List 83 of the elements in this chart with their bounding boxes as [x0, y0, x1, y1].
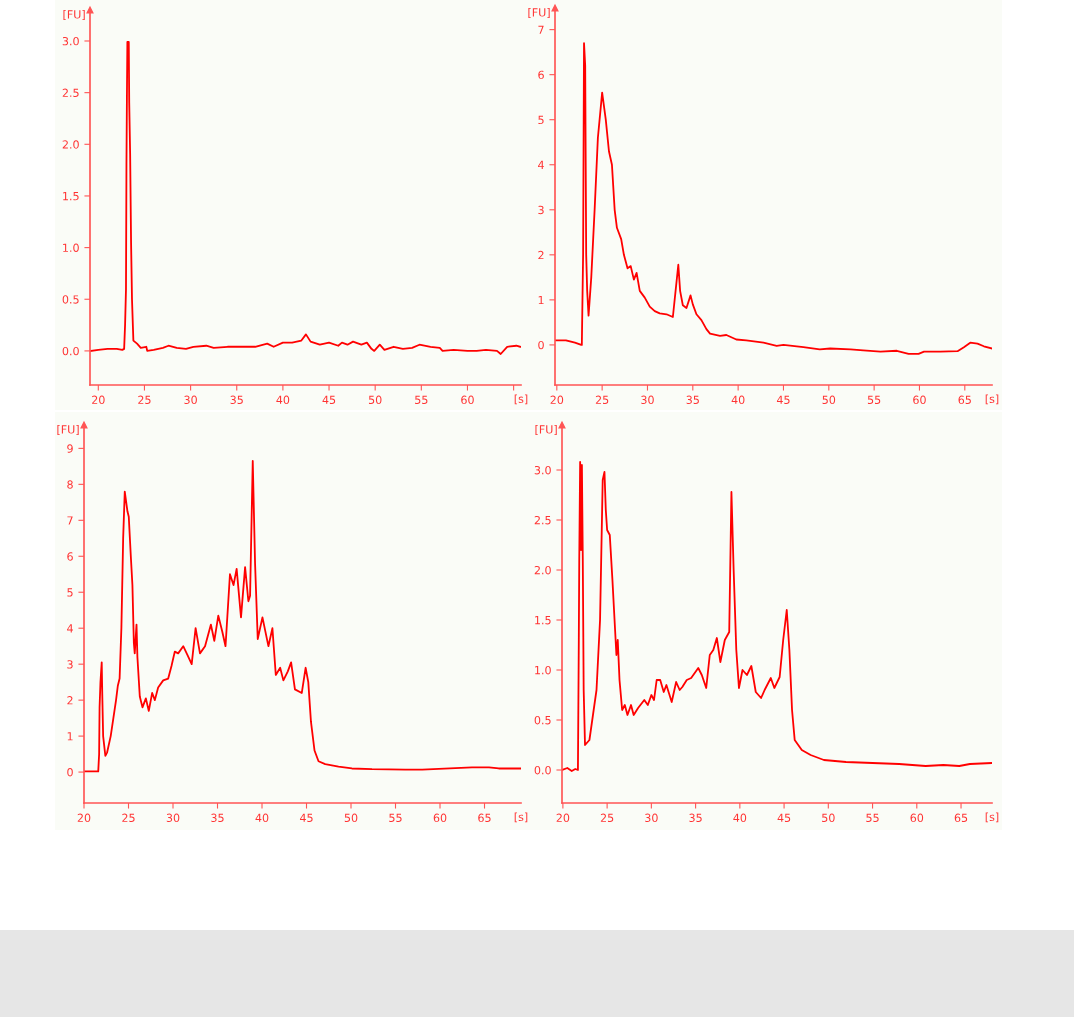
y-tick-label: 6 [67, 552, 73, 561]
y-tick-label: 1.5 [63, 192, 79, 201]
y-tick-label: 3.0 [534, 465, 551, 475]
x-tick-label: 55 [389, 813, 402, 823]
x-tick-label: 25 [600, 813, 614, 823]
y-tick-label: 4 [538, 160, 544, 169]
line-series [90, 41, 521, 355]
y-tick-label: 5 [67, 588, 73, 597]
y-tick-label: 1.0 [63, 243, 79, 252]
x-tick-label: 50 [368, 395, 382, 405]
y-tick-label: 7 [67, 516, 73, 525]
x-tick-label: 35 [689, 813, 702, 823]
x-tick-label: 35 [230, 395, 243, 405]
y-tick-label: 8 [67, 480, 73, 489]
x-tick-label: 40 [733, 813, 747, 823]
x-axis-title: [s] [514, 394, 528, 405]
x-tick-label: 30 [645, 813, 658, 823]
y-tick-label: 0 [67, 768, 73, 777]
x-tick-label: 65 [958, 395, 971, 405]
y-tick-label: 0.5 [534, 715, 551, 725]
y-axis-title: [FU] [535, 425, 557, 435]
y-tick-label: 9 [67, 444, 73, 453]
y-tick-label: 1 [538, 295, 544, 305]
y-axis-title: [FU] [57, 425, 79, 435]
x-tick-label: 20 [77, 813, 91, 823]
y-tick-label: 2.0 [534, 565, 551, 575]
y-tick-label: 1.0 [535, 665, 551, 675]
x-tick-label: 55 [866, 813, 879, 823]
x-tick-label: 25 [122, 813, 135, 823]
x-tick-label: 60 [461, 395, 474, 405]
y-tick-label: 5 [538, 115, 544, 125]
y-tick-label: 0.0 [62, 346, 79, 356]
x-tick-label: 20 [556, 813, 570, 823]
y-tick-label: 2.5 [62, 88, 79, 98]
x-tick-label: 35 [686, 395, 699, 405]
x-tick-label: 40 [276, 395, 290, 405]
x-tick-label: 35 [211, 813, 224, 823]
x-tick-label: 45 [322, 395, 336, 405]
y-tick-label: 4 [67, 624, 73, 633]
y-tick-label: 2 [67, 696, 73, 705]
x-tick-label: 60 [910, 813, 924, 823]
x-tick-label: 20 [92, 395, 105, 405]
x-axis-title: [s] [985, 812, 999, 823]
x-tick-label: 65 [954, 813, 968, 823]
y-tick-label: 3 [538, 205, 544, 215]
x-tick-label: 20 [550, 395, 564, 405]
y-tick-label: 3.0 [62, 36, 79, 46]
x-tick-label: 30 [184, 395, 197, 405]
line-series [555, 42, 992, 355]
x-tick-label: 60 [433, 813, 447, 823]
line-series [84, 460, 521, 773]
x-tick-label: 25 [595, 395, 609, 405]
x-tick-label: 45 [299, 813, 313, 823]
x-tick-label: 60 [913, 395, 926, 405]
y-tick-label: 1.5 [535, 616, 551, 625]
x-tick-label: 45 [776, 395, 790, 405]
y-tick-label: 6 [538, 70, 544, 80]
y-tick-label: 0 [538, 340, 544, 350]
x-tick-label: 55 [867, 395, 881, 405]
line-series [562, 461, 992, 772]
x-tick-label: 45 [777, 813, 791, 823]
x-tick-label: 50 [822, 813, 835, 823]
x-tick-label: 25 [138, 395, 151, 405]
x-axis-title: [s] [985, 394, 999, 405]
x-tick-label: 30 [166, 813, 180, 823]
y-tick-label: 1 [67, 732, 73, 741]
x-tick-label: 50 [344, 813, 358, 823]
x-tick-label: 65 [478, 813, 491, 823]
x-tick-label: 30 [641, 395, 654, 405]
y-tick-label: 0.5 [62, 295, 79, 304]
y-axis-title: [FU] [63, 10, 85, 20]
y-tick-label: 2.5 [534, 515, 551, 525]
y-tick-label: 3 [67, 660, 73, 669]
x-axis-title: [s] [514, 812, 528, 823]
y-tick-label: 2.0 [62, 140, 79, 149]
y-axis-title: [FU] [528, 8, 550, 18]
y-tick-label: 2 [538, 250, 544, 260]
x-tick-label: 55 [415, 395, 428, 405]
x-tick-label: 40 [731, 395, 745, 405]
x-tick-label: 40 [255, 813, 269, 823]
y-tick-label: 0.0 [534, 765, 551, 775]
x-tick-label: 50 [822, 395, 836, 405]
y-tick-label: 7 [538, 25, 544, 34]
